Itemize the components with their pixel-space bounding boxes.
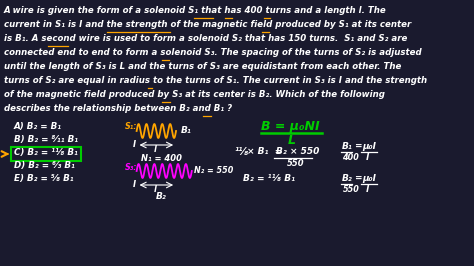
Text: × B₁  =: × B₁ = — [247, 147, 282, 156]
Text: l: l — [154, 185, 157, 194]
Text: S₃:: S₃: — [125, 163, 138, 172]
Text: B₂ × 550: B₂ × 550 — [276, 147, 319, 156]
Text: I: I — [133, 180, 136, 189]
Text: C) B₂ = ¹¹⁄₈ B₁: C) B₂ = ¹¹⁄₈ B₁ — [14, 148, 78, 157]
Text: l: l — [154, 145, 157, 154]
Text: A) B₂ = B₁: A) B₂ = B₁ — [14, 122, 62, 131]
Text: turns of S₂ are equal in radius to the turns of S₁. The current in S₃ is I and t: turns of S₂ are equal in radius to the t… — [3, 76, 427, 85]
Text: μ₀I: μ₀I — [363, 142, 376, 151]
Text: 400: 400 — [342, 153, 359, 162]
Text: connected end to end to form a solenoid S₃. The spacing of the turns of S₂ is ad: connected end to end to form a solenoid … — [3, 48, 421, 57]
Text: D) B₂ = ⁶⁄₃ B₁: D) B₂ = ⁶⁄₃ B₁ — [14, 161, 75, 170]
Text: B = μ₀NI: B = μ₀NI — [261, 120, 319, 133]
Text: B₁: B₁ — [342, 142, 353, 151]
Text: I: I — [133, 140, 136, 149]
Text: l: l — [366, 185, 369, 194]
Text: E) B₂ = ⁵⁄₈ B₁: E) B₂ = ⁵⁄₈ B₁ — [14, 174, 73, 183]
Text: l: l — [366, 153, 369, 162]
Text: N₁ = 400: N₁ = 400 — [141, 154, 182, 163]
Text: =: = — [354, 174, 361, 183]
Text: is B₁. A second wire is used to form a solenoid S₂ that has 150 turns.  S₁ and S: is B₁. A second wire is used to form a s… — [3, 34, 407, 43]
Text: ¹¹⁄₈: ¹¹⁄₈ — [235, 147, 249, 157]
Text: of the magnetic field produced by S₃ at its center is B₂. Which of the following: of the magnetic field produced by S₃ at … — [3, 90, 384, 99]
Text: A wire is given the form of a solenoid S₁ that has 400 turns and a length l. The: A wire is given the form of a solenoid S… — [3, 6, 386, 15]
Bar — [11, 147, 82, 161]
Text: μ₀I: μ₀I — [363, 174, 376, 183]
Text: current in S₁ is I and the strength of the magnetic field produced by S₁ at its : current in S₁ is I and the strength of t… — [3, 20, 411, 29]
Text: L: L — [287, 134, 295, 147]
Text: describes the relationship between B₂ and B₁ ?: describes the relationship between B₂ an… — [3, 104, 232, 113]
Text: 550: 550 — [287, 159, 305, 168]
Text: B₁: B₁ — [181, 126, 191, 135]
Text: =: = — [354, 142, 361, 151]
Text: S₁:: S₁: — [125, 122, 138, 131]
Text: B₂ = ¹¹⁄₈ B₁: B₂ = ¹¹⁄₈ B₁ — [244, 174, 296, 183]
Text: until the length of S₃ is L and the turns of S₃ are equidistant from each other.: until the length of S₃ is L and the turn… — [3, 62, 401, 71]
Text: B₂: B₂ — [156, 192, 167, 201]
Text: B₂: B₂ — [342, 174, 353, 183]
Text: N₂ = 550: N₂ = 550 — [193, 166, 233, 175]
Text: B) B₂ = ⁸⁄₁₁ B₁: B) B₂ = ⁸⁄₁₁ B₁ — [14, 135, 78, 144]
Text: 550: 550 — [342, 185, 359, 194]
